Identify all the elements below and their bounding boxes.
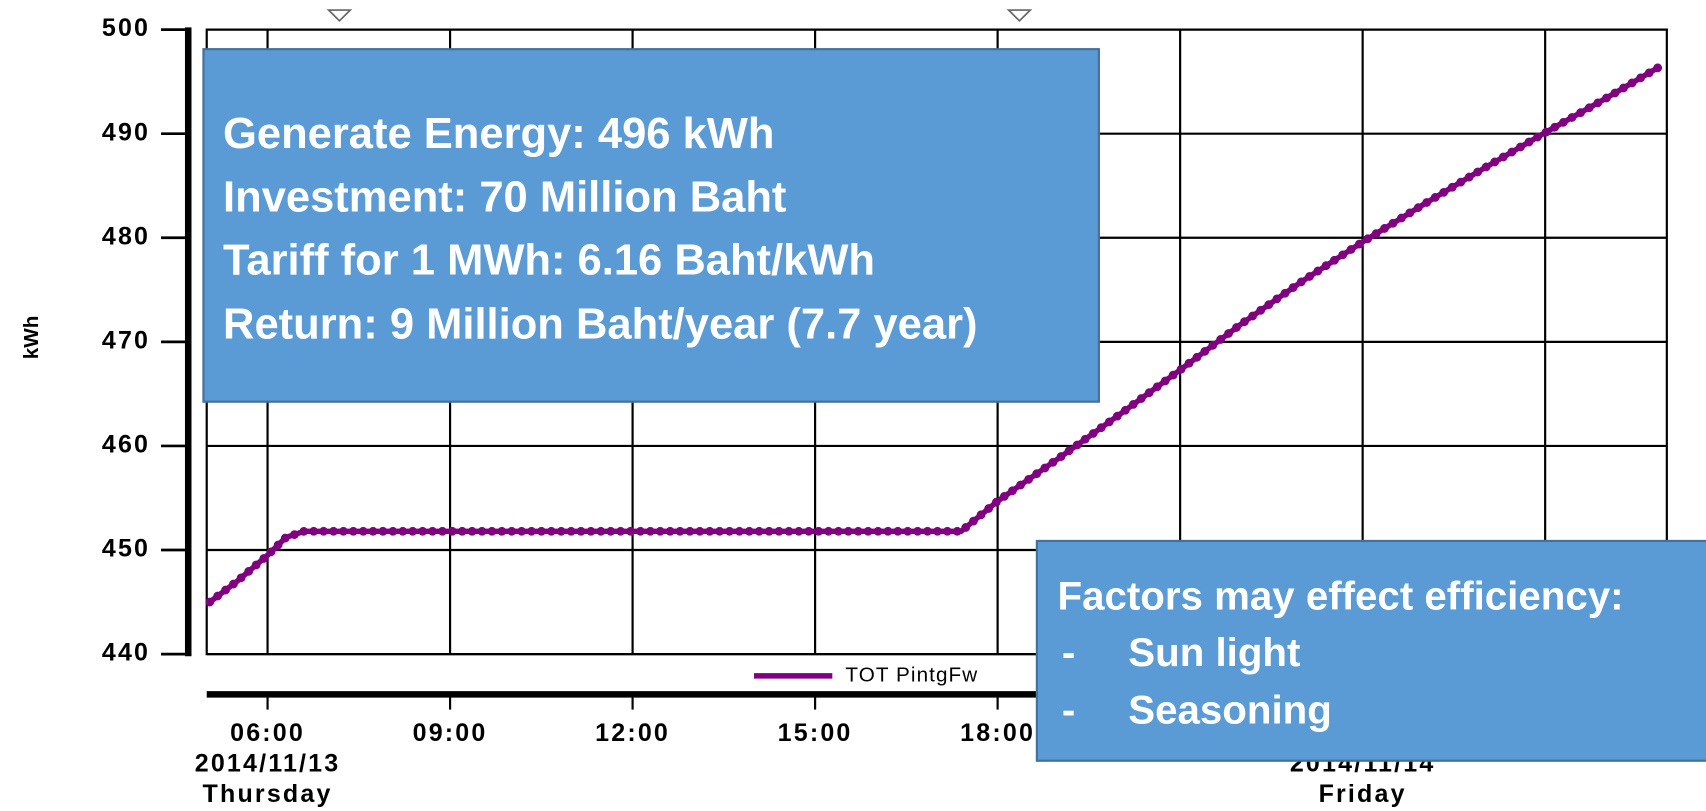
y-tick-label: 480 (102, 222, 150, 250)
x-tick-label: 18:00 (960, 719, 1035, 747)
factor-item: Seasoning (1128, 688, 1332, 733)
legend-label: TOT PintgFw (845, 663, 978, 686)
overlays: Generate Energy: 496 kWh Investment: 70 … (202, 48, 1706, 762)
y-tick-label: 440 (102, 639, 150, 667)
plot: 440 450 460 470 480 490 500 06:00 09:00 12:00 15:0… (102, 14, 1668, 808)
summary-box (202, 48, 1100, 403)
y-tick-label: 490 (102, 118, 150, 146)
marker-triangle (326, 9, 353, 23)
factor-item: Sun light (1128, 630, 1300, 675)
x-tick-label: 12:00 (595, 719, 670, 747)
y-tick-label: 460 (102, 431, 150, 459)
y-axis-label: kWh (20, 316, 43, 360)
x-day-label: Friday (1319, 780, 1407, 808)
factors-box (1035, 539, 1706, 762)
x-tick-label: 09:00 (413, 719, 488, 747)
summary-line: Tariff for 1 MWh: 6.16 Baht/kWh (223, 236, 875, 284)
data-line-core (208, 63, 1663, 605)
y-tick-label: 450 (102, 535, 150, 563)
summary-line: Return: 9 Million Baht/year (7.7 year) (223, 301, 977, 349)
x-tick-label: 15:00 (778, 719, 853, 747)
summary-line: Generate Energy: 496 kWh (223, 110, 774, 158)
factors-title: Factors may effect efficiency: (1058, 574, 1624, 619)
y-tick-label: 500 (102, 14, 150, 42)
x-date-label: 2014/11/13 (195, 750, 341, 778)
y-tick-label: 470 (102, 326, 150, 354)
bullet: - (1062, 688, 1075, 733)
x-day-label: Thursday (203, 780, 333, 808)
summary-line: Investment: 70 Million Baht (223, 173, 786, 221)
x-tick-label: 06:00 (230, 719, 305, 747)
bullet: - (1062, 630, 1075, 675)
marker-triangle (1006, 9, 1033, 23)
